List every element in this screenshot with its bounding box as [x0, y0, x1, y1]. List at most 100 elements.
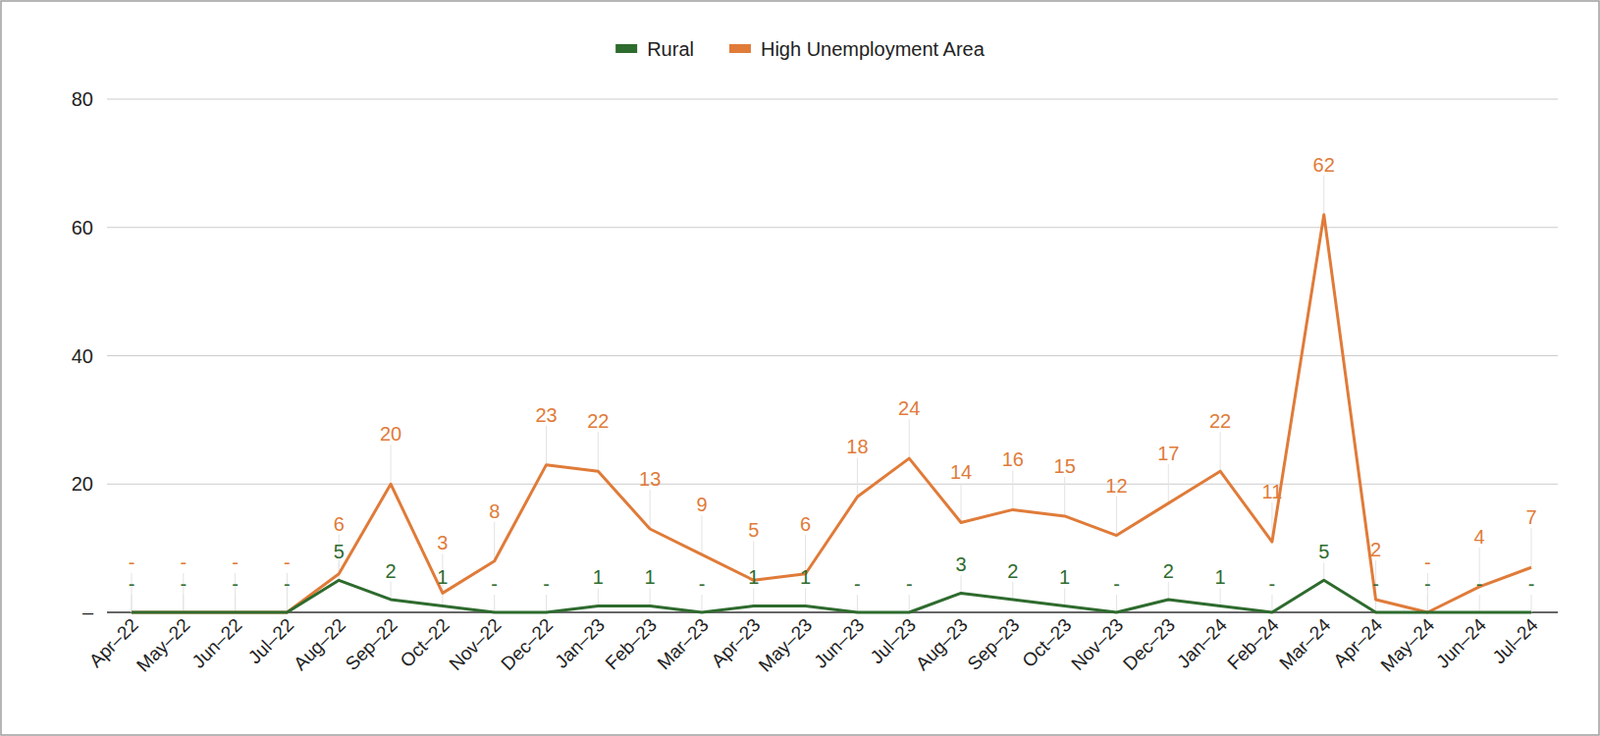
- label-leader: [182, 594, 184, 613]
- data-label: -: [853, 573, 861, 595]
- x-tick-label: Sep–23: [963, 614, 1024, 675]
- label-leader: [649, 587, 651, 606]
- label-leader: [1220, 587, 1222, 606]
- data-label: 4: [1474, 526, 1486, 548]
- y-tick-label: 60: [71, 216, 94, 239]
- label-leader: [700, 594, 702, 613]
- data-label: 8: [488, 500, 500, 523]
- label-leader: [856, 594, 858, 613]
- legend-swatch: [729, 44, 751, 54]
- label-leader: [1323, 562, 1325, 581]
- x-tick-label: Jun–24: [1432, 614, 1491, 673]
- label-leader: [804, 587, 806, 606]
- data-label: 11: [1262, 480, 1283, 503]
- label-leader: [1168, 582, 1170, 600]
- legend-label: High Unemployment Area: [760, 38, 986, 60]
- data-label: -: [1372, 573, 1380, 595]
- label-leader: [1479, 594, 1481, 613]
- label-leader: [1116, 594, 1118, 613]
- data-label: 2: [385, 560, 397, 583]
- data-label: 2: [1007, 560, 1018, 583]
- label-leader: [700, 515, 702, 555]
- data-label: -: [231, 573, 239, 595]
- series-line: [131, 580, 1532, 613]
- data-label: 1: [592, 566, 604, 588]
- data-label: -: [128, 551, 136, 574]
- data-label: 6: [800, 513, 811, 535]
- x-tick-label: Jun–22: [188, 614, 247, 673]
- x-tick-label: Sep–22: [341, 614, 402, 675]
- label-leader: [1531, 594, 1533, 613]
- x-tick-label: Nov–23: [1066, 614, 1127, 675]
- data-label: 1: [436, 566, 448, 588]
- x-tick-label: Jan–23: [550, 614, 609, 673]
- data-label: -: [231, 551, 239, 574]
- x-tick-label: May–24: [1377, 614, 1440, 677]
- data-label: -: [128, 573, 136, 595]
- data-label: 22: [586, 410, 609, 432]
- data-label: 2: [1370, 538, 1382, 561]
- data-label: 5: [1318, 540, 1330, 563]
- label-leader: [597, 587, 599, 606]
- label-leader: [1531, 528, 1533, 568]
- data-label: 20: [379, 423, 402, 445]
- grid-line: [106, 355, 1558, 357]
- data-label: 3: [436, 532, 448, 554]
- x-tick-label: May–22: [132, 614, 195, 677]
- x-tick-label: Feb–24: [1223, 614, 1283, 675]
- chart-frame: [0, 0, 1600, 736]
- label-leader: [131, 594, 133, 613]
- data-label: -: [283, 573, 291, 595]
- chart: –20406080Apr–22May–22Jun–22Jul–22Aug–22S…: [0, 0, 1600, 736]
- y-tick-label: 80: [71, 88, 94, 110]
- label-leader: [856, 457, 858, 497]
- x-tick-label: Aug–22: [289, 614, 350, 675]
- label-leader: [908, 594, 910, 613]
- data-label: 13: [639, 468, 661, 490]
- label-leader: [1271, 594, 1273, 613]
- data-label: 6: [333, 513, 345, 535]
- label-leader: [493, 522, 495, 562]
- data-label: 17: [1157, 442, 1179, 465]
- x-tick-label: Dec–22: [496, 614, 557, 675]
- label-leader: [1427, 594, 1429, 613]
- label-leader: [390, 582, 392, 600]
- data-label: 5: [747, 519, 759, 541]
- data-label: 14: [950, 461, 972, 483]
- data-label: -: [1424, 551, 1432, 574]
- data-label: -: [542, 573, 550, 595]
- data-label: 18: [846, 435, 868, 458]
- data-label: -: [179, 573, 187, 595]
- label-leader: [1116, 496, 1118, 536]
- data-label: -: [1113, 573, 1120, 595]
- y-tick-label: 20: [71, 473, 94, 495]
- x-tick-label: Nov–22: [444, 614, 505, 675]
- x-tick-label: Jan–24: [1173, 614, 1231, 673]
- data-label: -: [179, 551, 187, 574]
- x-tick-label: Oct–23: [1017, 614, 1075, 672]
- legend-item: High Unemployment Area: [729, 38, 986, 60]
- label-leader: [908, 419, 910, 459]
- label-leader: [545, 594, 547, 613]
- label-leader: [286, 594, 288, 613]
- data-label: -: [1424, 573, 1432, 595]
- data-label: -: [906, 573, 913, 595]
- data-label: 22: [1209, 410, 1231, 432]
- grid-line: [106, 99, 1558, 101]
- data-label: -: [490, 573, 498, 595]
- data-label: 23: [534, 404, 557, 427]
- label-leader: [493, 594, 495, 613]
- label-leader: [1323, 175, 1325, 215]
- data-label: 16: [1002, 448, 1024, 471]
- data-label: 62: [1313, 154, 1335, 176]
- legend: RuralHigh Unemployment Area: [615, 38, 986, 60]
- data-label: -: [698, 573, 706, 595]
- label-leader: [597, 431, 599, 472]
- data-label: 1: [800, 566, 811, 588]
- data-label: -: [1528, 573, 1536, 595]
- data-label: 7: [1525, 506, 1537, 529]
- x-tick-label: Mar–24: [1275, 614, 1335, 675]
- label-leader: [649, 489, 651, 530]
- label-leader: [234, 594, 236, 613]
- label-leader: [1064, 587, 1066, 606]
